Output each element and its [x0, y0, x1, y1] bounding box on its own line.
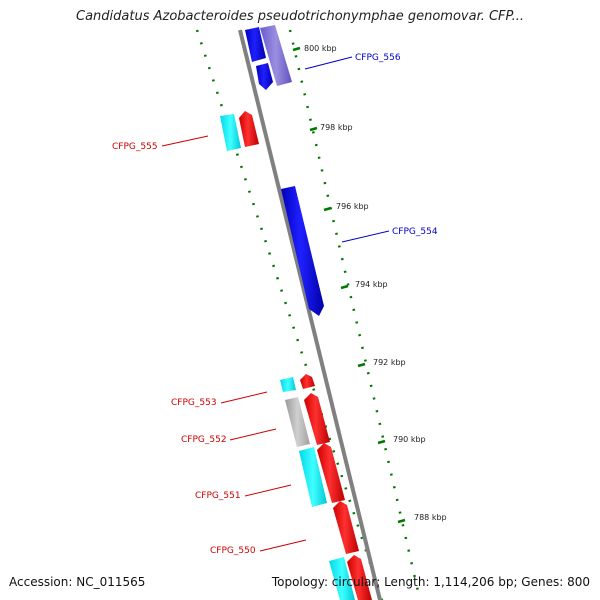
genome-backbone	[238, 29, 382, 600]
gene-label-cfpg-550[interactable]: CFPG_550	[210, 546, 256, 556]
gene-feature-red[interactable]	[300, 374, 315, 389]
tick-mark	[377, 439, 386, 445]
gene-label-cfpg-553[interactable]: CFPG_553	[171, 398, 217, 408]
gene-label-cfpg-555[interactable]: CFPG_555	[112, 142, 158, 152]
leader-line	[304, 56, 353, 70]
gene-feature-red[interactable]	[347, 555, 372, 600]
genome-summary-text: Topology: circular; Length: 1,114,206 bp…	[271, 575, 590, 589]
tick-mark	[340, 284, 349, 290]
tick-label-796: 796 kbp	[336, 202, 369, 211]
tick-label-792: 792 kbp	[373, 358, 406, 367]
tick-label-798: 798 kbp	[320, 123, 353, 132]
gene-feature-cyan[interactable]	[220, 114, 241, 151]
gene-feature-cyan[interactable]	[280, 377, 296, 392]
map-title: Candidatus Azobacteroides pseudotrichony…	[76, 9, 524, 24]
tick-mark	[323, 206, 332, 212]
leader-line	[244, 484, 292, 497]
tick-mark	[357, 362, 366, 368]
gene-label-cfpg-554[interactable]: CFPG_554	[392, 227, 438, 237]
leader-line	[341, 230, 390, 243]
gene-feature-cyan[interactable]	[299, 447, 327, 507]
gene-feature-red[interactable]	[239, 111, 259, 147]
gene-feature-blue[interactable]	[245, 27, 266, 62]
gene-feature-red[interactable]	[333, 501, 359, 554]
gene-label-cfpg-556[interactable]: CFPG_556	[355, 53, 401, 63]
gene-feature-cyan[interactable]	[329, 557, 355, 600]
tick-label-794: 794 kbp	[355, 280, 388, 289]
gene-feature-blue[interactable]	[256, 63, 273, 90]
inner-tick-ring	[195, 29, 384, 600]
gene-feature-red[interactable]	[317, 443, 345, 503]
leader-line	[220, 391, 268, 404]
gene-label-cfpg-552[interactable]: CFPG_552	[181, 435, 227, 445]
tick-label-790: 790 kbp	[393, 435, 426, 444]
gene-feature-gray[interactable]	[285, 397, 310, 447]
gene-label-cfpg-551[interactable]: CFPG_551	[195, 491, 241, 501]
gene-feature-lavender[interactable]	[260, 25, 292, 86]
leader-line	[161, 135, 209, 147]
gene-feature-red[interactable]	[304, 393, 330, 445]
accession-text: Accession: NC_011565	[9, 575, 146, 589]
leader-line	[259, 539, 307, 552]
tick-mark	[397, 518, 406, 524]
leader-line	[229, 428, 277, 441]
tick-mark	[292, 46, 301, 52]
tick-label-800: 800 kbp	[304, 44, 337, 53]
tick-mark	[309, 126, 318, 132]
tick-label-788: 788 kbp	[414, 513, 447, 522]
gene-feature-blue[interactable]	[281, 186, 324, 316]
